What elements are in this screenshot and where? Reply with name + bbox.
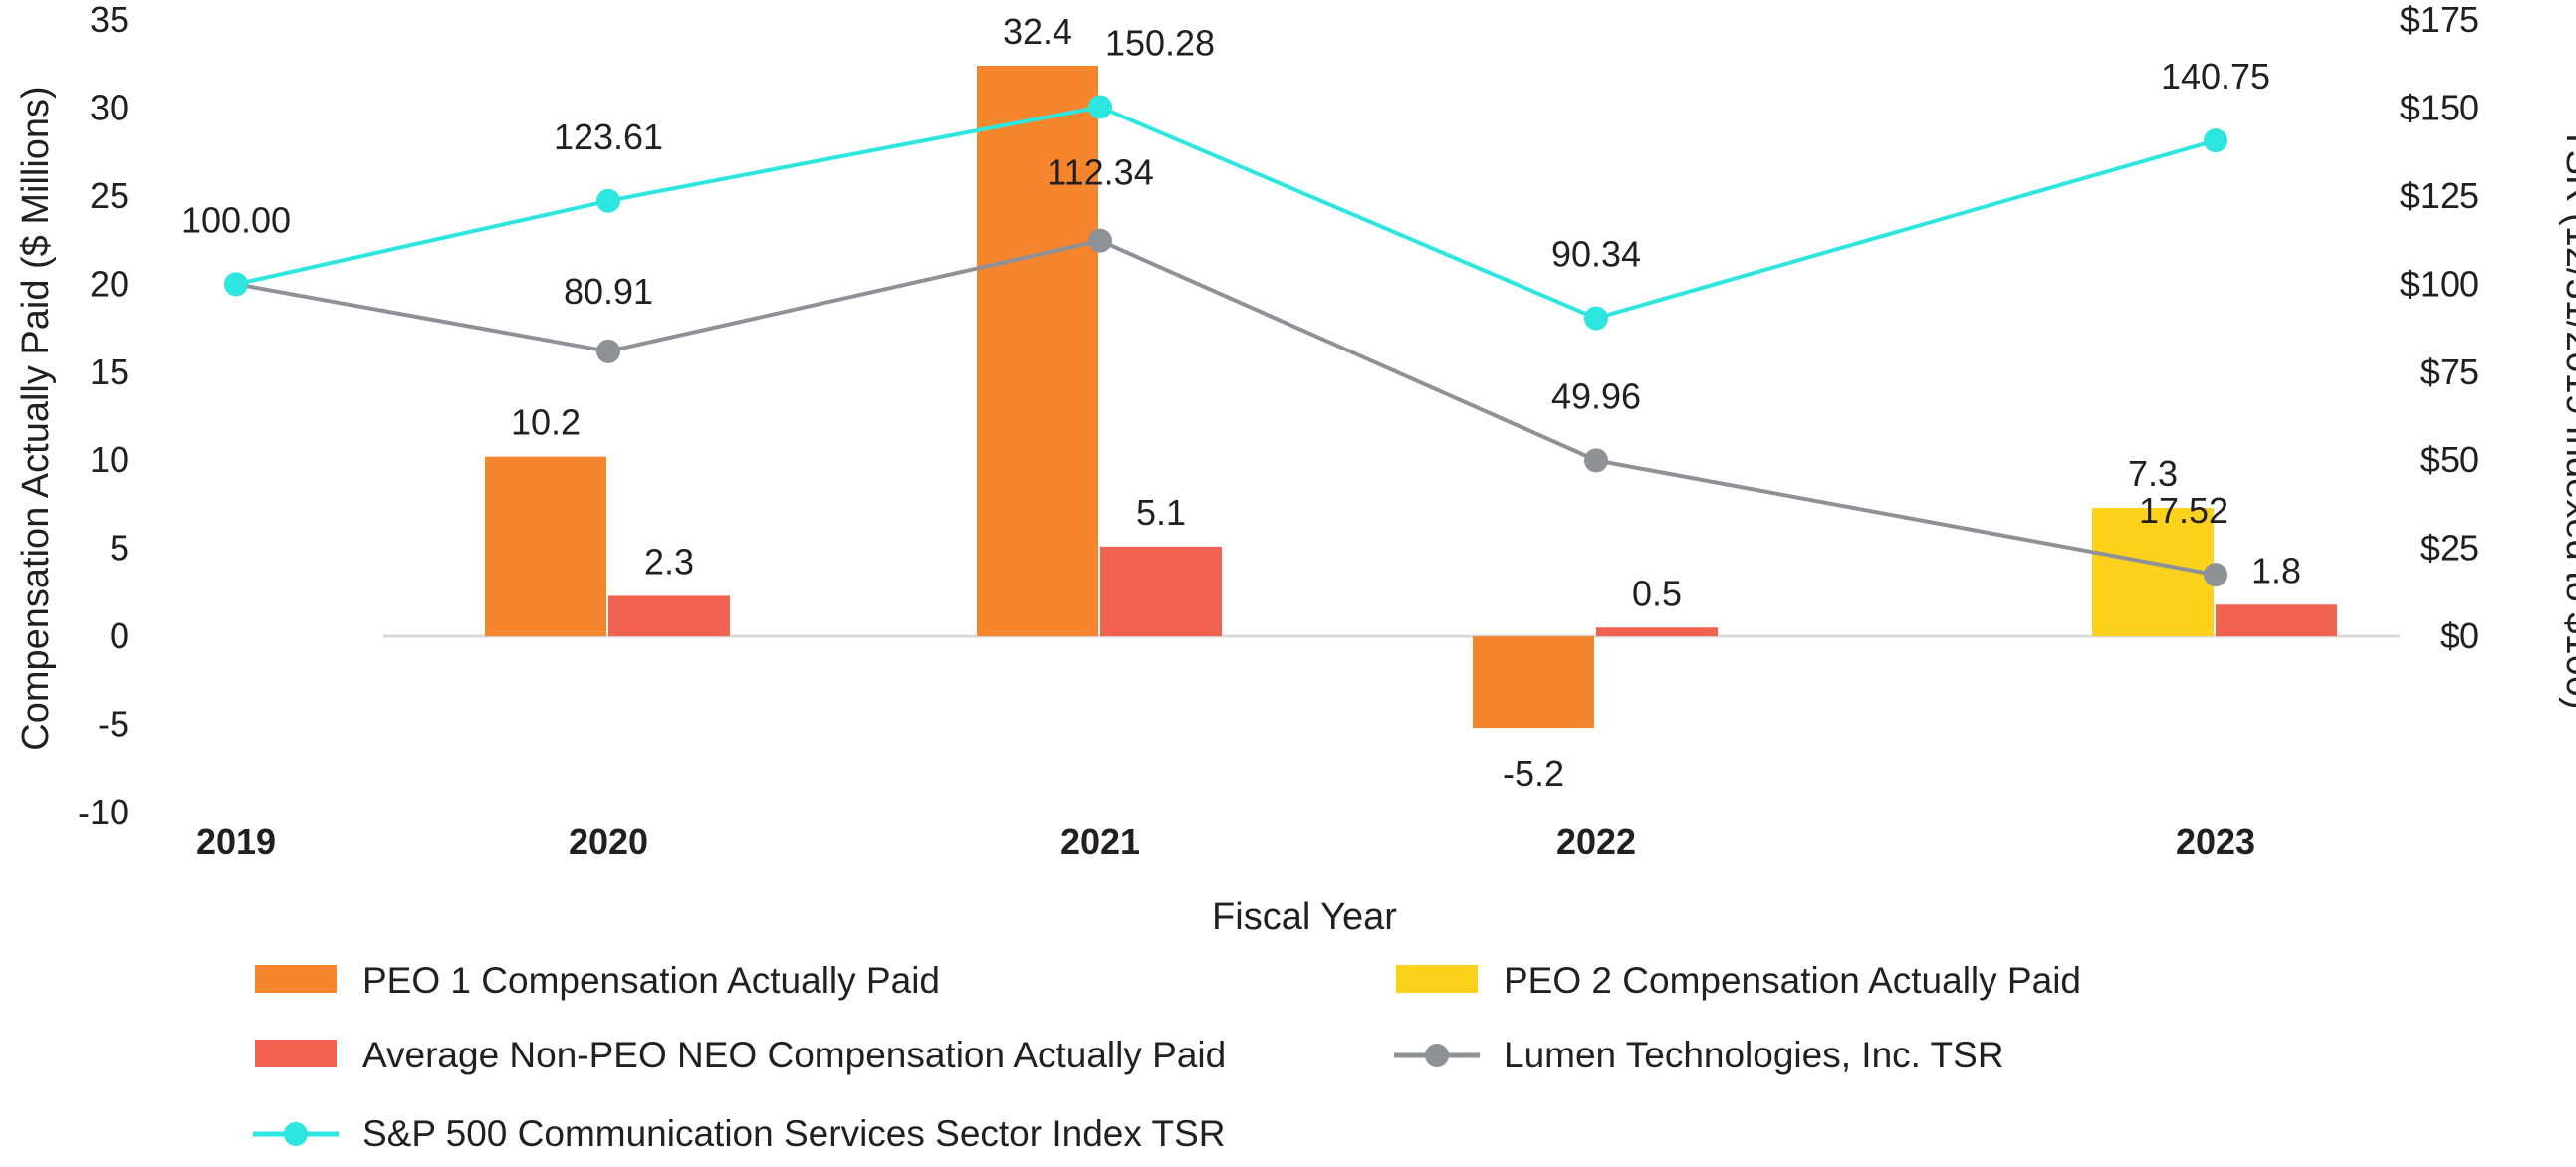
y-tick-label: 0 [110,615,129,656]
y2-tick-label: $50 [2420,439,2479,480]
legend-label: Lumen Technologies, Inc. TSR [1504,1035,2004,1075]
y2-tick-label: $25 [2420,528,2479,569]
bar-data-label: -5.2 [1503,753,1564,794]
line-point [1088,228,1112,253]
axes-group: 35 30 25 20 15 10 5 0 -5 -10 $175 $150 $125 $100 $75 $5… [78,0,2479,862]
line-point [1088,95,1112,119]
line-point [2204,563,2227,587]
bar [1473,636,1594,729]
legend-label: PEO 1 Compensation Actually Paid [362,960,940,1001]
y-tick-label: 20 [90,263,129,304]
bar [485,456,606,637]
bar-data-label: 2.3 [644,541,694,582]
line-point [1584,306,1608,331]
legend-label: PEO 2 Compensation Actually Paid [1504,960,2081,1001]
y2-tick-label: $75 [2420,351,2479,392]
y2-tick-label: $100 [2400,263,2479,304]
y-tick-label: -5 [98,704,129,745]
line-path [235,105,2217,321]
legend-swatch [255,965,337,993]
bar [977,65,1098,637]
legend-swatch [1396,965,1478,993]
legend-label: Average Non-PEO NEO Compensation Actuall… [362,1035,1226,1075]
legend-item: PEO 2 Compensation Actually Paid [1396,960,2081,1001]
bar-data-label: 7.3 [2128,453,2178,494]
bar [1100,546,1222,637]
bar-data-label: 1.8 [2251,550,2301,590]
line-data-label: 49.96 [1551,375,1641,416]
y2-axis-title: TSR (12/31/2019 Indexed to $100) [2558,126,2576,709]
y2-tick-label: $175 [2400,0,2479,40]
bar-data-label: 10.2 [511,402,581,443]
line-point [2204,128,2227,153]
line-data-label: 140.75 [2161,56,2270,97]
line-data-label: 100.00 [181,199,291,240]
bar [608,595,730,637]
bar-data-label: 0.5 [1632,573,1682,613]
y2-tick-label: $150 [2400,87,2479,127]
legend-swatch-marker [284,1122,308,1146]
x-tick-label: 2019 [196,821,276,862]
line-point [596,339,620,363]
x-tick-label: 2022 [1556,821,1636,862]
legend-item: PEO 1 Compensation Actually Paid [255,960,940,1001]
y-tick-label: -10 [78,792,129,832]
bar-data-label: 32.4 [1003,11,1072,52]
x-axis-title: Fiscal Year [1212,896,1397,938]
legend-label: S&P 500 Communication Services Sector In… [362,1113,1225,1154]
y2-tick-label: $125 [2400,175,2479,216]
y-tick-label: 35 [90,0,129,40]
line-point [596,188,620,213]
bars-group [485,65,2337,729]
lines-group [224,95,2227,587]
line-data-label: 80.91 [564,271,653,312]
y-tick-label: 30 [90,87,129,127]
legend: PEO 1 Compensation Actually Paid PEO 2 Co… [253,960,2081,1154]
bar-data-label: 5.1 [1136,492,1186,533]
line-data-label: 123.61 [554,117,663,157]
bar [2216,604,2337,637]
y2-tick-label: $0 [2440,615,2479,656]
line-point [224,272,248,297]
y-axis-title: Compensation Actually Paid ($ Millions) [15,86,57,750]
legend-swatch [255,1040,337,1067]
x-tick-label: 2021 [1060,821,1140,862]
legend-item: Lumen Technologies, Inc. TSR [1394,1035,2004,1075]
y-tick-label: 5 [110,528,129,569]
y-tick-label: 25 [90,175,129,216]
legend-item: Average Non-PEO NEO Compensation Actuall… [255,1035,1226,1075]
legend-swatch-marker [1425,1044,1449,1067]
bar [1596,627,1718,637]
legend-item: S&P 500 Communication Services Sector In… [253,1113,1225,1154]
x-tick-label: 2020 [569,821,648,862]
line-data-label: 112.34 [1047,152,1153,193]
y-tick-label: 10 [90,439,129,480]
line-data-label: 17.52 [2139,490,2228,531]
line-data-label: 150.28 [1105,22,1215,63]
data-labels-group: 10.2 2.3 32.4 5.1 -5.2 0.5 7.3 1.8 80.91 112.34 49… [181,11,2301,794]
line-data-label: 90.34 [1551,234,1641,275]
line-point [1584,448,1608,473]
x-tick-label: 2023 [2176,821,2255,862]
y-tick-label: 15 [90,351,129,392]
